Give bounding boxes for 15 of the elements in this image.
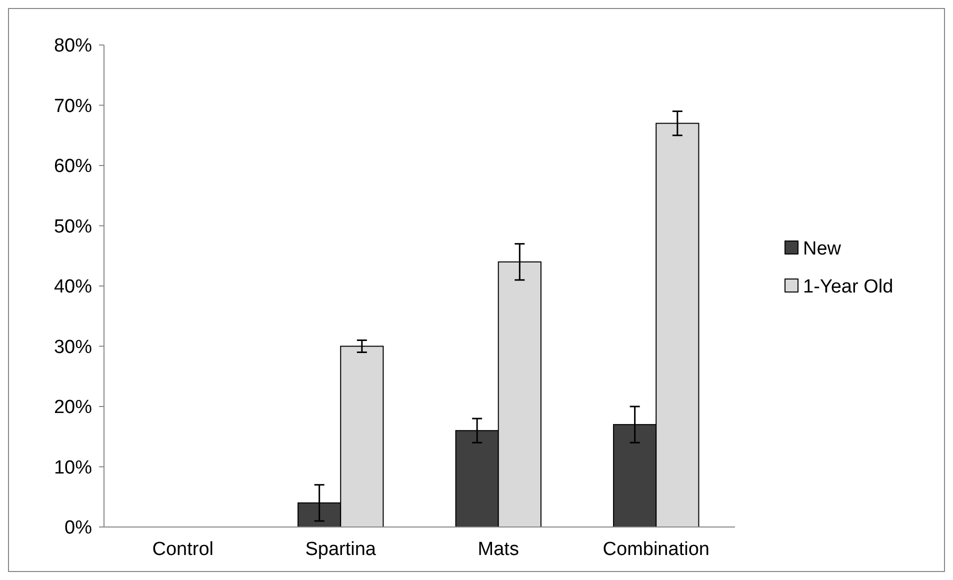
x-tick-label: Combination xyxy=(602,539,710,560)
y-tick-label: 80% xyxy=(54,36,92,57)
y-tick-label: 50% xyxy=(54,216,92,238)
y-tick-label: 20% xyxy=(54,397,92,418)
y-tick-label: 60% xyxy=(54,156,92,178)
y-tick-label: 70% xyxy=(54,96,92,117)
x-tick-label: Mats xyxy=(478,539,519,560)
y-tick-label: 40% xyxy=(54,276,92,298)
legend-label: 1-Year Old xyxy=(803,276,894,298)
y-tick-label: 0% xyxy=(64,518,92,539)
x-tick-label: Spartina xyxy=(305,539,376,560)
y-tick-label: 30% xyxy=(54,336,92,358)
x-tick-label: Control xyxy=(152,539,214,560)
legend-label: New xyxy=(803,238,842,260)
y-tick-label: 10% xyxy=(54,457,92,478)
